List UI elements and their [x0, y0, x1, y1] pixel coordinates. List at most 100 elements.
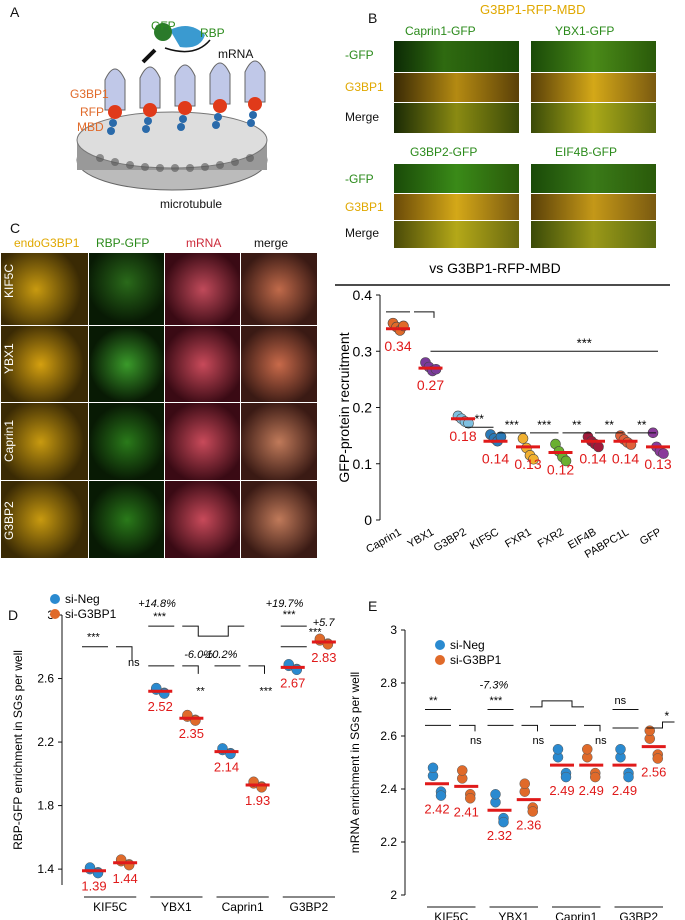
row-gfp-bottom: -GFP [345, 172, 374, 186]
chart-d-mean-label: 1.39 [81, 879, 106, 894]
chart-e-mean-label: 2.41 [454, 804, 479, 819]
chart-d-sig-label: *** [309, 627, 323, 639]
chart-e-xtick-label: Caprin1 [555, 910, 597, 920]
rbp-label: RBP [200, 26, 225, 40]
chart-d-legend-label: si-Neg [65, 592, 100, 606]
rbp-graphic [141, 23, 211, 64]
chart-b-xtick-label: GFP [638, 526, 664, 548]
chart-e-point [560, 771, 572, 783]
chart-e-point [644, 725, 655, 736]
chart-e-xtick-label: YBX1 [498, 910, 529, 920]
chart-d-sig-label: ns [128, 657, 140, 669]
chart-b-point [658, 448, 669, 459]
chart-e-sig-arrow [530, 700, 584, 708]
chart-e-point [552, 744, 564, 755]
chart-b-title: vs G3BP1-RFP-MBD [429, 260, 560, 276]
chart-e-sig-label: ns [615, 695, 627, 707]
col-caprin1-gfp: Caprin1-GFP [405, 24, 476, 38]
chart-e-sig-label: *** [490, 695, 504, 707]
chart-d: 1.41.82.22.63RBP-GFP enrichment in SGs p… [11, 592, 337, 914]
chart-e-mean-label: 2.32 [487, 828, 512, 843]
chart-d-sig-arrow [182, 665, 199, 674]
chart-e-point [465, 793, 476, 804]
chart-d-xtick-label: YBX1 [161, 900, 192, 914]
chart-e-point [498, 816, 509, 828]
chart-e-point [652, 753, 663, 764]
row-merge-top: Merge [345, 110, 380, 124]
chart-b-sig-label: ** [605, 418, 615, 432]
chart-d-sig-label: *** [153, 611, 167, 623]
chart-e-mean-label: 2.36 [516, 818, 541, 833]
chart-e-legend-marker [435, 640, 445, 650]
chart-b-point [560, 455, 572, 467]
chart-b-sig-arrow [414, 311, 435, 318]
row-ybx1: YBX1 [2, 343, 16, 374]
chart-d-sig-arrow [116, 646, 133, 661]
chart-d-sig-label: ** [196, 685, 205, 697]
chart-e-ytick-label: 2.2 [380, 835, 397, 849]
col-rbp-gfp: RBP-GFP [96, 236, 150, 250]
chart-e-sig-label: ** [429, 695, 438, 707]
chart-e-legend-label: si-G3BP1 [450, 653, 502, 667]
row-g3bp1-bottom: G3BP1 [345, 200, 384, 214]
chart-e-mean-label: 2.49 [612, 783, 637, 798]
panel-a-label: A [10, 4, 20, 20]
chart-e: 2 2.2 2.4 2.6 2.8 3 mRNA enrichment in SGs per… [348, 623, 675, 920]
chart-b-xtick-label: FXR1 [503, 526, 533, 550]
chart-e-sig-label: ns [533, 735, 545, 747]
chart-e-ytick-label: 3 [390, 623, 397, 637]
chart-e-annotation: -7.3% [480, 679, 509, 691]
chart-e-point [435, 790, 447, 801]
chart-d-annotation: +19.7% [266, 598, 304, 610]
chart-e-ytick-label: 2.8 [380, 676, 397, 690]
row-g3bp1-top: G3BP1 [345, 80, 384, 94]
chart-d-sig-arrow [248, 665, 265, 674]
chart-d-annotation: +5.7 [313, 617, 336, 629]
chart-d-sig-label: *** [283, 609, 297, 621]
chart-d-ylabel: RBP-GFP enrichment in SGs per well [11, 650, 25, 850]
chart-e-xtick-label: G3BP2 [619, 910, 658, 920]
chart-e-ytick-label: 2 [390, 888, 397, 902]
chart-d-mean-label: 1.93 [245, 793, 270, 808]
chart-e-point [490, 789, 501, 800]
g3bp1-label: G3BP1 [70, 87, 109, 101]
row-gfp-top: -GFP [345, 48, 374, 62]
chart-b-sig-label: *** [577, 335, 592, 350]
chart-d-xtick-label: G3BP2 [290, 900, 329, 914]
chart-d-annotation: -10.2% [203, 649, 238, 661]
chart-e-point [427, 762, 439, 774]
chart-b-point [528, 453, 539, 465]
chart-b-ylabel: GFP-protein recruitment [336, 332, 352, 482]
chart-e-ytick-label: 2.4 [380, 782, 397, 796]
chart-d-mean-label: 2.14 [214, 760, 239, 775]
chart-b-sig-label: *** [537, 418, 551, 432]
col-eif4b-gfp: EIF4B-GFP [555, 145, 618, 159]
chart-b-ytick-label: 0.3 [353, 343, 373, 359]
chart-b-sig-label: *** [505, 418, 519, 432]
chart-e-mean-label: 2.42 [424, 802, 449, 817]
chart-d-legend-marker [50, 609, 60, 619]
chart-d-legend-marker [50, 594, 60, 604]
chart-b-xtick-label: Caprin1 [364, 526, 403, 556]
chart-b-ytick-label: 0 [364, 512, 372, 528]
chart-d-xtick-label: Caprin1 [222, 900, 264, 914]
panel-a-schematic [76, 23, 268, 191]
chart-e-point [623, 771, 634, 783]
chart-e-point [457, 765, 468, 776]
chart-b-mean-label: 0.14 [482, 450, 509, 466]
chart-e-point [590, 771, 601, 783]
chart-d-ytick-label: 2.2 [37, 735, 54, 749]
chart-b-xtick-label: FXR2 [536, 526, 566, 550]
chart-e-point [582, 744, 593, 755]
rfp-label: RFP [80, 105, 104, 119]
col-merge: merge [254, 236, 289, 250]
panel-b-label: B [368, 10, 378, 26]
chart-d-ytick-label: 2.6 [37, 672, 54, 686]
mbd-label: MBD [77, 120, 104, 134]
chart-d-ytick-label: 1.4 [37, 862, 54, 876]
mrna-label: mRNA [218, 47, 254, 61]
chart-b-ytick-label: 0.1 [353, 456, 373, 472]
panel-d-label: D [8, 607, 19, 623]
chart-e-mean-label: 2.49 [579, 783, 604, 798]
chart-e-ylabel: mRNA enrichment in SGs per well [348, 672, 362, 853]
